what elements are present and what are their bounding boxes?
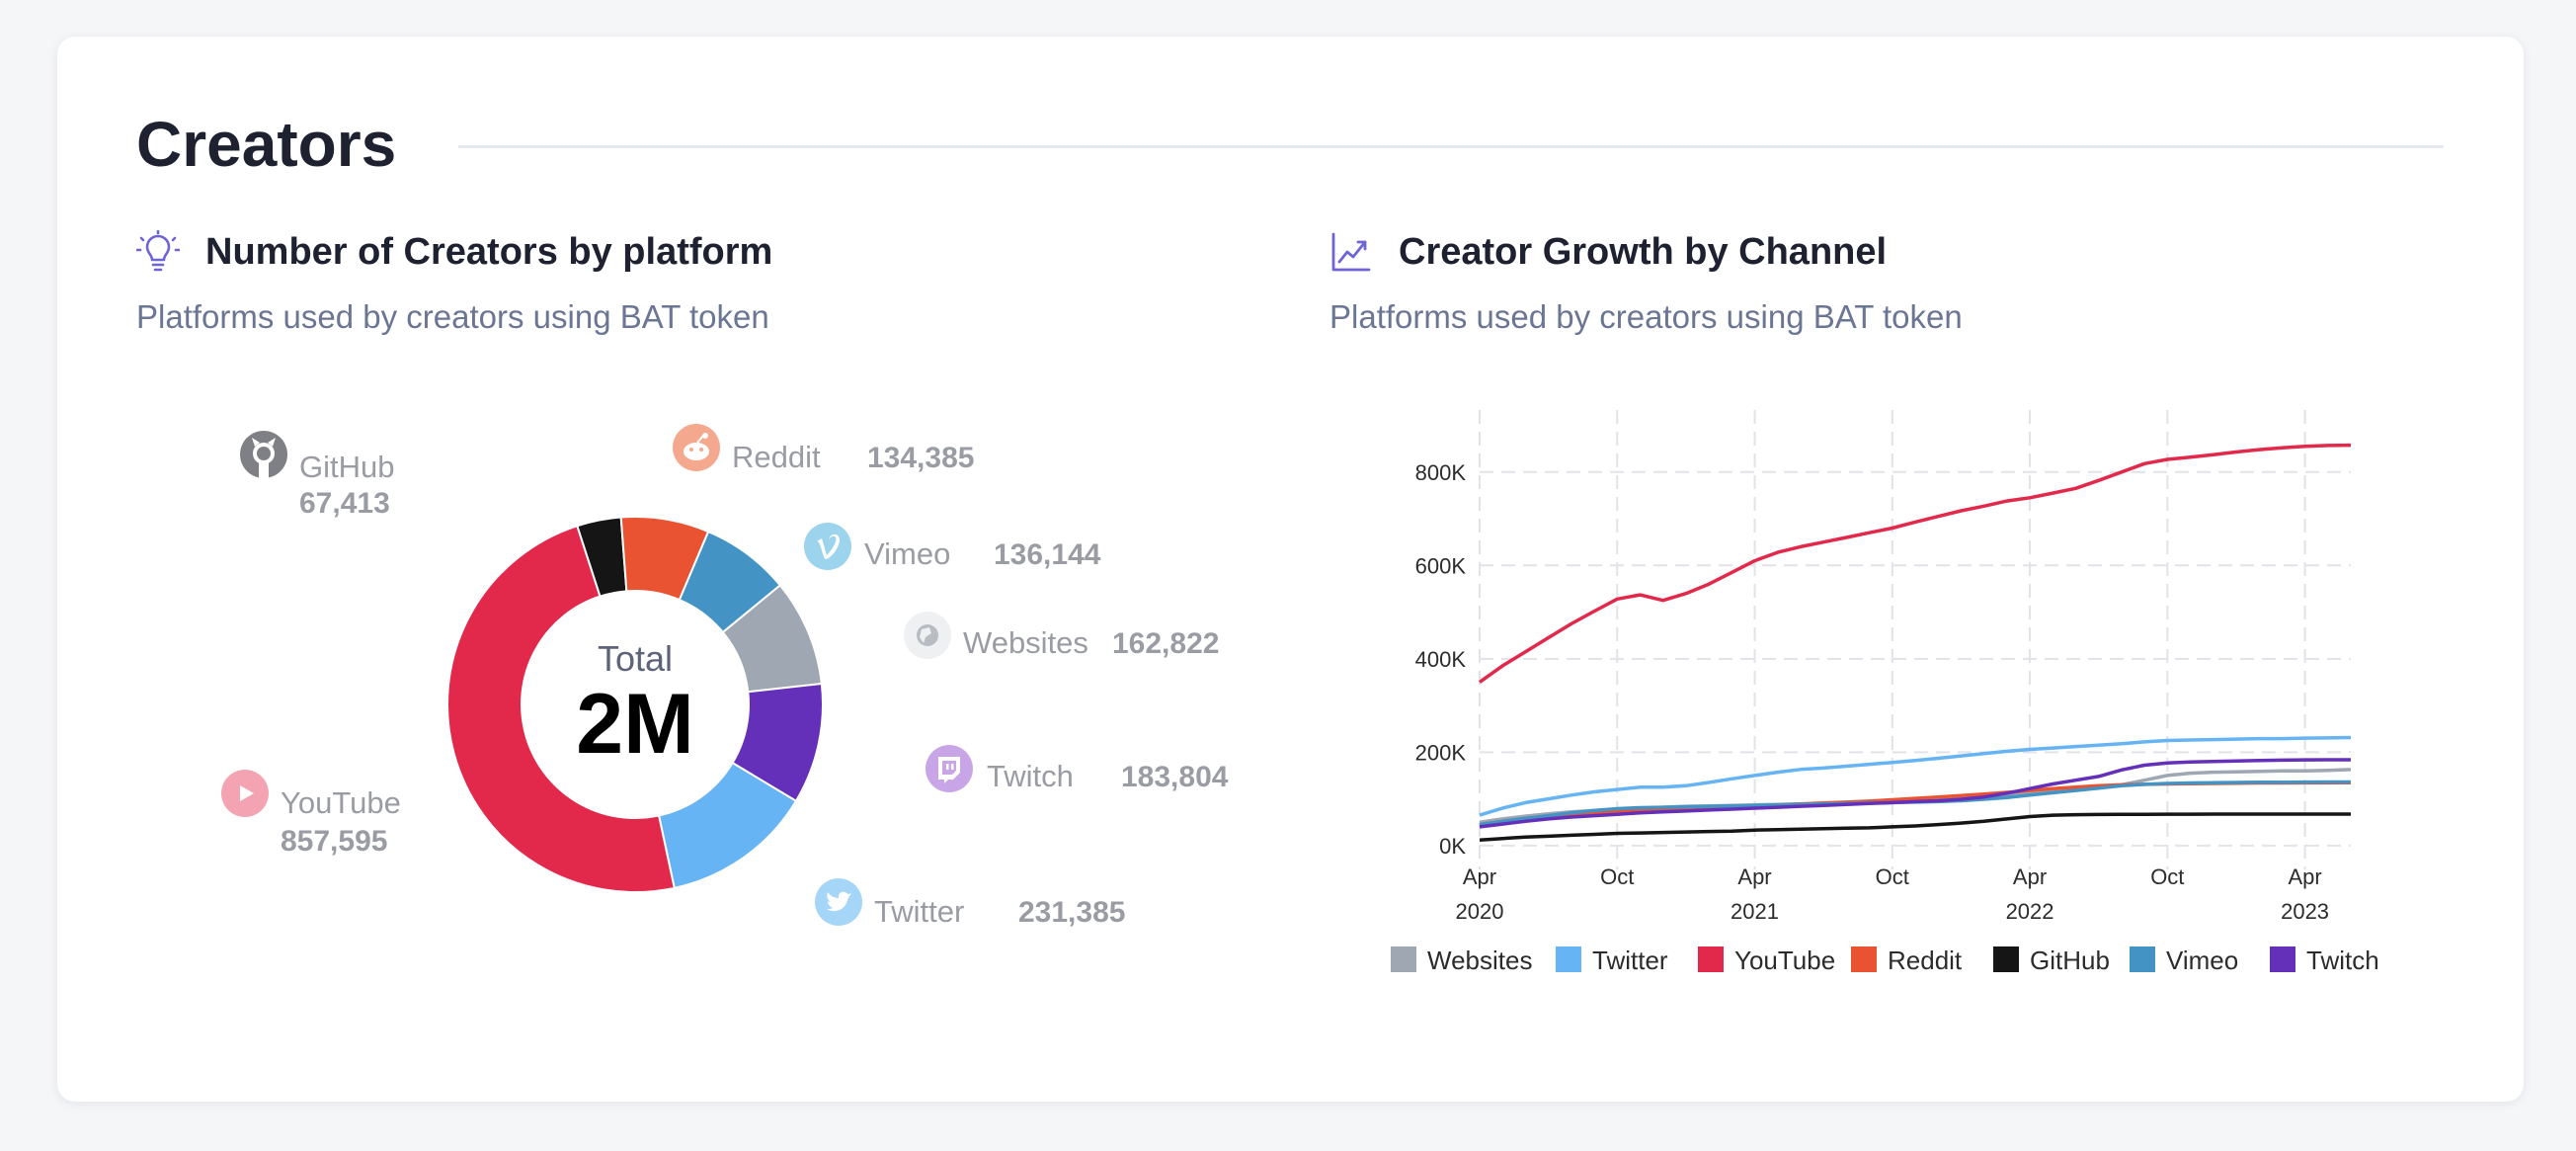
legend-swatch [2270,946,2295,972]
legend-swatch [1556,946,1581,972]
slice-value-websites: 162,822 [1112,627,1219,660]
x-tick-year: 2021 [1731,899,1779,924]
donut-panel-subtitle: Platforms used by creators using BAT tok… [136,298,769,335]
x-tick-label: Oct [1600,864,1634,889]
legend-item-youtube[interactable]: YouTube [1698,945,1835,975]
slice-value-youtube: 857,595 [281,825,387,858]
globe-icon [904,612,951,659]
series-line-github[interactable] [1479,812,2351,842]
y-tick-label: 600K [1415,553,1467,578]
x-tick-year: 2022 [2006,899,2054,924]
donut-center-label: Total [598,638,673,679]
legend-label: GitHub [2030,945,2110,975]
x-tick-year: 2023 [2281,899,2329,924]
y-tick-label: 0K [1439,834,1466,859]
legend-item-websites[interactable]: Websites [1391,945,1532,975]
line-chart: 0K 200K 400K 600K 800K Apr 2020 Oct Apr 2021 Oct Ap… [1391,410,2379,975]
slice-value-twitter: 231,385 [1018,896,1125,929]
section-title: Creators [136,109,397,180]
donut-legend-twitter: Twitter 231,385 [815,878,1125,929]
creators-card [57,37,2524,1102]
slice-value-github: 67,413 [299,487,390,520]
legend-label: Twitter [1592,945,1668,975]
legend-item-twitter[interactable]: Twitter [1556,945,1668,975]
donut-center-value: 2M [576,677,693,772]
slice-label-websites: Websites [963,625,1088,660]
x-tick-label: Oct [2150,864,2184,889]
y-tick-label: 800K [1415,460,1467,485]
slice-value-vimeo: 136,144 [994,538,1101,571]
slice-label-github: GitHub [299,450,394,484]
legend-label: Twitch [2306,945,2379,975]
x-tick-label: Apr [2288,864,2321,889]
slice-value-reddit: 134,385 [867,442,974,474]
y-tick-label: 200K [1415,740,1467,765]
legend-item-github[interactable]: GitHub [1993,945,2110,975]
reddit-icon [673,424,720,471]
youtube-icon [221,770,269,817]
donut-legend-twitch: Twitch 183,804 [926,745,1229,793]
donut-panel-header: Number of Creators by platform [136,230,772,274]
twitch-icon [926,745,973,792]
x-tick-label: Apr [1463,864,1496,889]
legend-swatch [1993,946,2019,972]
slice-label-vimeo: Vimeo [864,536,950,571]
legend-swatch [1698,946,1724,972]
legend-label: Websites [1427,945,1532,975]
slice-label-twitter: Twitter [874,894,964,929]
line-panel-subtitle: Platforms used by creators using BAT tok… [1329,298,1963,335]
slice-label-twitch: Twitch [987,759,1074,793]
donut-legend-reddit: Reddit 134,385 [673,424,974,474]
slice-label-reddit: Reddit [732,440,821,474]
x-tick-label: Oct [1876,864,1909,889]
donut-legend-vimeo: Vimeo 136,144 [804,523,1101,571]
legend-item-reddit[interactable]: Reddit [1851,945,1963,975]
legend-swatch [1851,946,1877,972]
trending-up-icon [1331,232,1371,272]
x-tick-label: Apr [1737,864,1771,889]
x-tick-year: 2020 [1456,899,1504,924]
twitter-icon [815,878,862,926]
legend-item-twitch[interactable]: Twitch [2270,945,2379,975]
donut-panel-title: Number of Creators by platform [205,230,773,273]
donut-legend-youtube: YouTube 857,595 [221,770,401,858]
donut-legend-websites: Websites 162,822 [904,612,1219,660]
vimeo-icon [804,523,851,570]
slice-value-twitch: 183,804 [1121,761,1229,793]
github-icon [240,431,287,478]
lightbulb-icon [136,230,180,272]
legend-swatch [1391,946,1416,972]
legend-label: Vimeo [2166,945,2238,975]
series-line-twitter[interactable] [1479,735,2352,817]
series-line-youtube[interactable] [1478,443,2352,684]
slice-label-youtube: YouTube [281,785,401,820]
line-panel-header: Creator Growth by Channel [1329,230,1887,274]
line-panel-title: Creator Growth by Channel [1399,230,1888,273]
legend-label: YouTube [1734,945,1835,975]
legend-label: Reddit [1888,945,1963,975]
section-divider [458,145,2444,148]
legend-item-vimeo[interactable]: Vimeo [2130,945,2238,975]
y-tick-label: 400K [1415,647,1467,672]
legend-swatch [2130,946,2155,972]
series-line-twitch[interactable] [1479,758,2351,829]
x-tick-label: Apr [2013,864,2047,889]
